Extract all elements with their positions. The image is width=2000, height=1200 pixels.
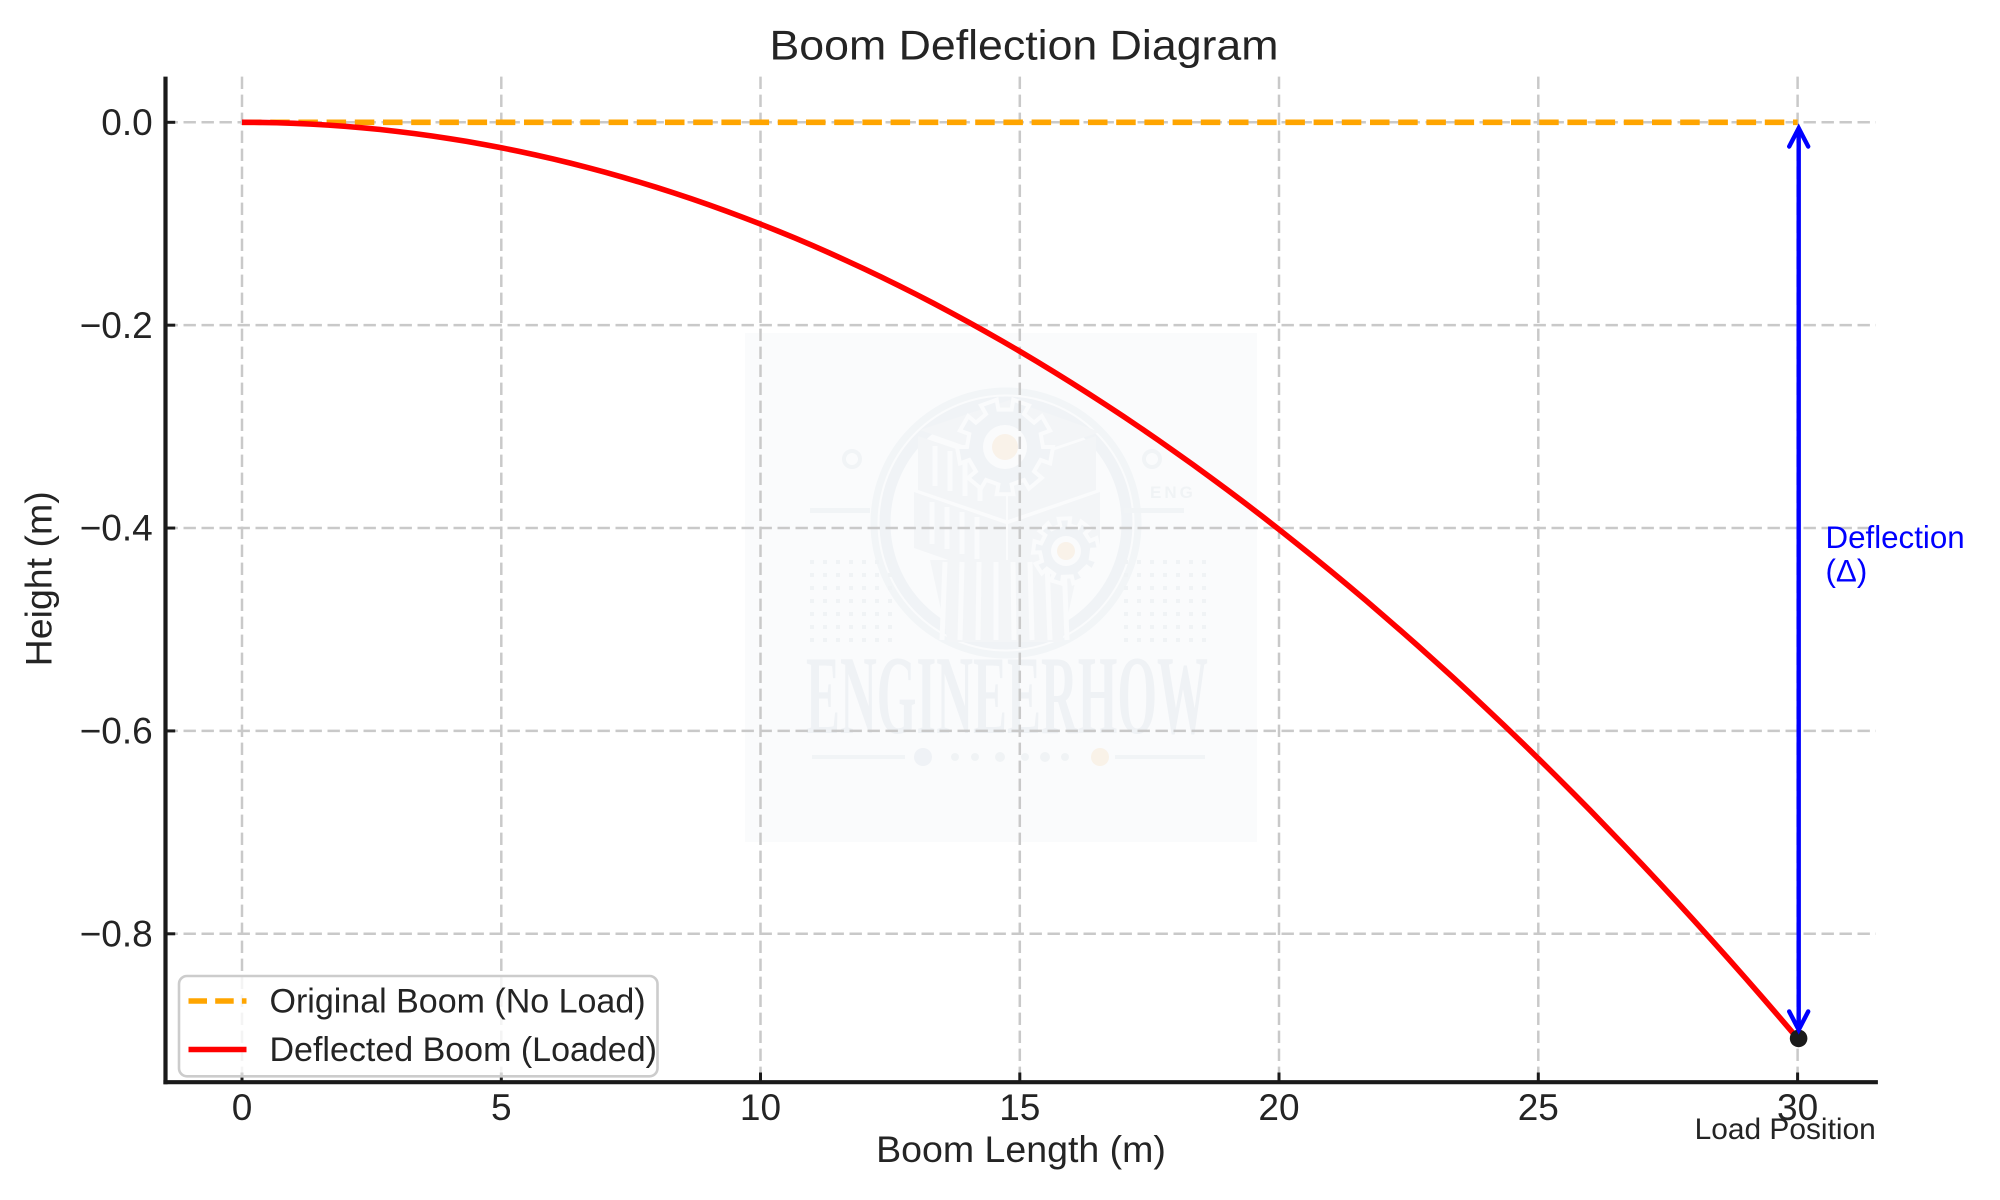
svg-text:10: 10 xyxy=(740,1087,781,1128)
svg-text:ENGINEERHOW: ENGINEERHOW xyxy=(806,634,1208,758)
svg-text:−0.4: −0.4 xyxy=(80,508,153,549)
svg-text:−0.6: −0.6 xyxy=(80,711,153,752)
svg-text:Deflection: Deflection xyxy=(1826,520,1965,555)
svg-text:0.0: 0.0 xyxy=(101,102,152,143)
svg-text:0: 0 xyxy=(232,1087,253,1128)
svg-text:20: 20 xyxy=(1258,1087,1299,1128)
svg-text:5: 5 xyxy=(491,1087,512,1128)
svg-text:Height (m): Height (m) xyxy=(18,491,60,666)
svg-text:−0.8: −0.8 xyxy=(80,913,153,954)
svg-text:Load Position: Load Position xyxy=(1695,1113,1876,1146)
svg-text:25: 25 xyxy=(1518,1087,1559,1128)
svg-text:Boom Length (m): Boom Length (m) xyxy=(876,1128,1166,1170)
svg-text:−0.2: −0.2 xyxy=(80,305,153,346)
svg-text:30: 30 xyxy=(1777,1087,1818,1128)
svg-text:(Δ): (Δ) xyxy=(1826,553,1868,588)
svg-text:Deflected Boom (Loaded): Deflected Boom (Loaded) xyxy=(270,1031,657,1069)
svg-text:15: 15 xyxy=(999,1087,1040,1128)
svg-text:ENG: ENG xyxy=(1150,483,1196,502)
svg-text:Original Boom (No Load): Original Boom (No Load) xyxy=(270,983,646,1021)
svg-text:Boom Deflection Diagram: Boom Deflection Diagram xyxy=(770,22,1279,69)
